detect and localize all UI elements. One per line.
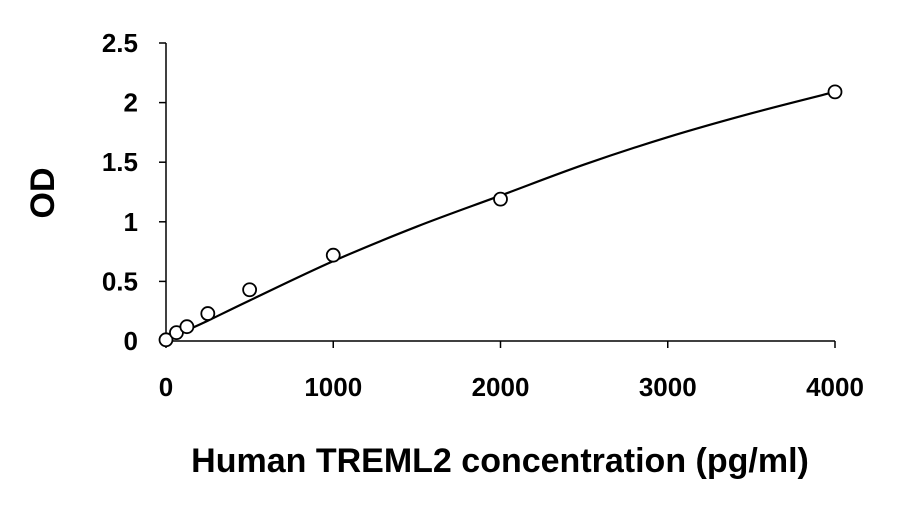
y-tick-label: 0 bbox=[124, 326, 138, 356]
fit-curve bbox=[165, 90, 836, 342]
y-tick-label: 1 bbox=[124, 207, 138, 237]
x-tick-label: 3000 bbox=[639, 372, 697, 402]
data-point bbox=[200, 306, 216, 321]
y-tick-label: 0.5 bbox=[102, 266, 138, 296]
x-tick-label: 4000 bbox=[806, 372, 864, 402]
data-point bbox=[325, 247, 341, 263]
data-point bbox=[827, 84, 843, 100]
y-tick-label: 1.5 bbox=[102, 147, 138, 177]
y-tick-label: 2 bbox=[124, 88, 138, 118]
x-tick-label: 2000 bbox=[472, 372, 530, 402]
fit-curve-layer bbox=[165, 90, 836, 342]
axes: 0 0.5 1 1.5 2 2.5 0 1000 2000 3000 4000 bbox=[102, 28, 864, 402]
x-axis-title: Human TREML2 concentration (pg/ml) bbox=[191, 442, 809, 480]
data-point bbox=[242, 282, 258, 298]
data-points-layer bbox=[158, 84, 843, 348]
data-point bbox=[158, 332, 174, 348]
y-tick-label: 2.5 bbox=[102, 28, 138, 58]
x-tick-label: 0 bbox=[159, 372, 173, 402]
y-axis-title: OD bbox=[24, 168, 62, 219]
x-tick-label: 1000 bbox=[304, 372, 362, 402]
data-point bbox=[179, 319, 195, 335]
data-point bbox=[493, 191, 508, 207]
